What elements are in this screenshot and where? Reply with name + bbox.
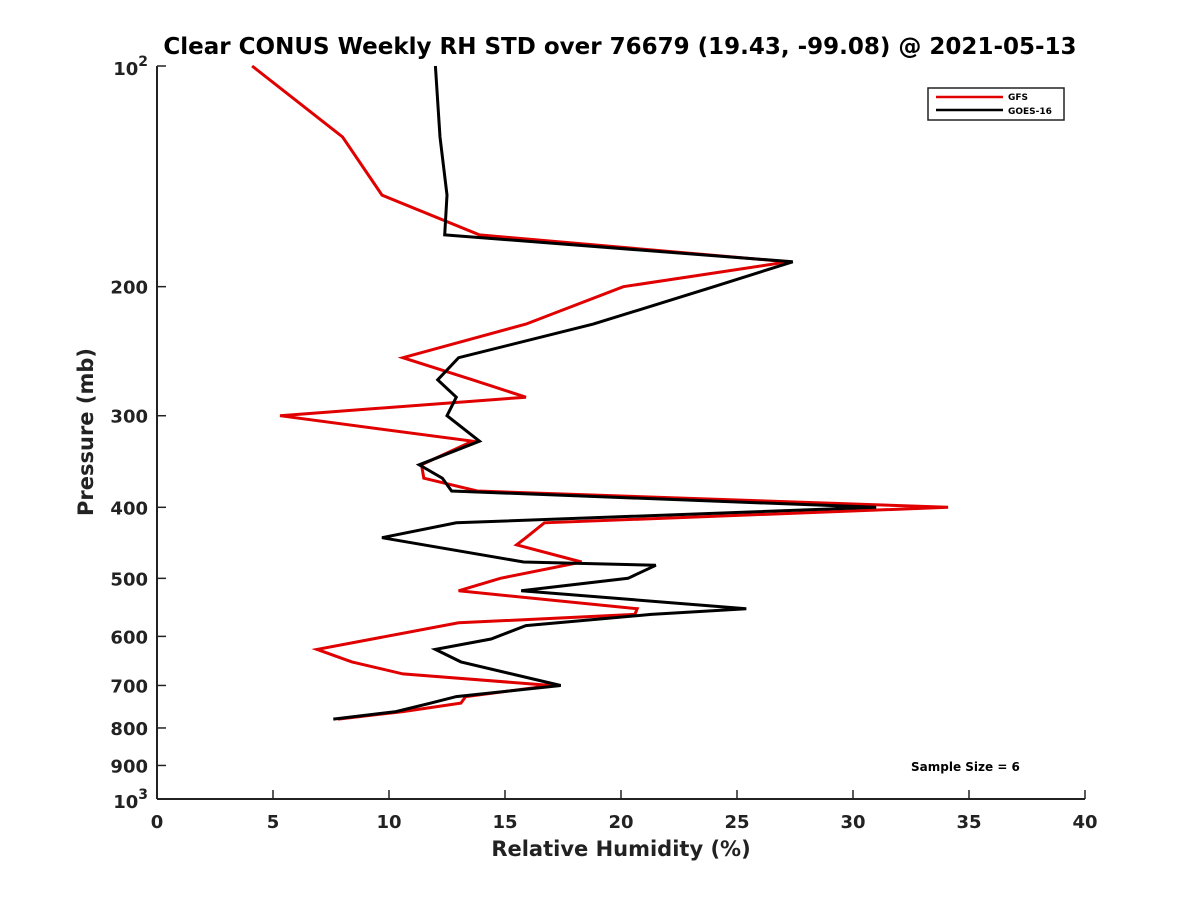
plot-area: 0 5 10 15 20 25 30 35 40 10220030040050060070080… (110, 54, 1097, 833)
y-tick-label-exponent: 2 (138, 54, 148, 70)
x-tick-label: 40 (1072, 812, 1097, 833)
x-tick-label: 15 (492, 812, 517, 833)
legend-box (927, 87, 1065, 121)
y-tick-label: 300 (110, 407, 148, 428)
series-line-goes16 (333, 65, 877, 721)
legend-label-gfs: GFS (1008, 93, 1028, 103)
y-axis-label: Pressure (mb) (74, 348, 98, 516)
y-tick-label-base: 10 (113, 792, 138, 813)
y-tick-label: 400 (110, 498, 148, 519)
x-tick-label: 10 (376, 812, 401, 833)
series-line-gfs (251, 64, 949, 721)
series-lines (251, 64, 949, 721)
x-tick-label: 0 (151, 812, 164, 833)
legend-label-goes16: GOES-16 (1008, 107, 1052, 117)
y-tick-label-exponent: 3 (138, 787, 148, 803)
y-tick-label: 900 (110, 756, 148, 777)
y-tick-label: 103 (113, 787, 148, 813)
x-axis-label: Relative Humidity (%) (491, 837, 750, 861)
y-tick-label: 600 (110, 627, 148, 648)
x-tick-label: 30 (840, 812, 865, 833)
chart-title: Clear CONUS Weekly RH STD over 76679 (19… (163, 34, 1076, 60)
y-tick-label: 700 (110, 676, 148, 697)
y-tick-label: 800 (110, 719, 148, 740)
legend: GFS GOES-16 (927, 87, 1065, 121)
x-tick-label: 25 (724, 812, 749, 833)
x-tick-label: 35 (956, 812, 981, 833)
y-tick-label-base: 10 (113, 59, 138, 80)
sample-size-annotation: Sample Size = 6 (911, 760, 1020, 774)
x-tick-label: 5 (267, 812, 280, 833)
y-tick-label: 500 (110, 569, 148, 590)
x-ticks: 0 5 10 15 20 25 30 35 40 (151, 790, 1098, 833)
x-tick-label: 20 (608, 812, 633, 833)
y-tick-label: 200 (110, 278, 148, 299)
y-tick-label: 102 (113, 54, 148, 80)
